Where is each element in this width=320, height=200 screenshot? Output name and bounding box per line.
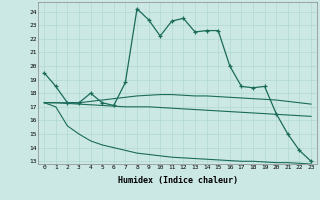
X-axis label: Humidex (Indice chaleur): Humidex (Indice chaleur): [118, 176, 238, 185]
